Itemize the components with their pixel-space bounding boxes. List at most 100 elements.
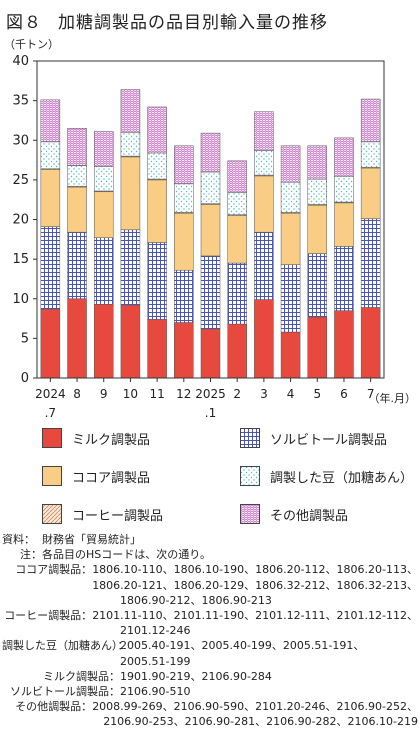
legend-swatch-sorbitol — [240, 428, 260, 448]
bar-segment — [93, 304, 114, 379]
x-tick-label: 4 — [287, 387, 295, 401]
x-tick-label: 5 — [313, 387, 321, 401]
bar-segment — [200, 255, 221, 330]
bar-segment — [67, 186, 87, 233]
bar-segment — [93, 237, 114, 305]
x-tick-label: 2 — [233, 387, 241, 401]
hs-code-item-label: ソルビトール調製品： — [10, 685, 120, 699]
bar-segment — [40, 308, 61, 379]
bar-segment — [200, 132, 221, 173]
bar-segment — [93, 131, 114, 167]
hs-code-item-label — [2, 654, 120, 669]
x-tick-label: 8 — [73, 387, 81, 401]
legend-label-other: その他調製品 — [270, 508, 349, 524]
legend-label-cocoa: ココア調製品 — [72, 470, 151, 486]
bar-segment — [280, 182, 301, 213]
bar-segment — [254, 175, 274, 233]
bar-segment — [307, 145, 328, 180]
hs-code-item-label: ミルク調製品： — [43, 669, 120, 683]
bar-segment — [120, 304, 141, 379]
bar-segment — [360, 218, 381, 308]
hs-code-values: 2005.51-199 — [120, 654, 191, 668]
bar-segment — [280, 212, 301, 265]
bar-segment — [360, 98, 381, 143]
title-text: 加糖調製品の品目別輸入量の推移 — [58, 13, 328, 33]
hs-code-row: その他調製品： 2008.99-269、2106.90-590、2101.20-2… — [2, 699, 418, 714]
bar-segment — [120, 156, 141, 231]
hs-code-values: 2101.11-110、2101.11-190、2101.12-111、2101… — [92, 609, 418, 623]
legend-swatch-beans — [240, 466, 260, 486]
bar-segment — [227, 323, 247, 379]
bar-segment — [227, 262, 247, 325]
hs-code-item-label — [2, 578, 92, 593]
bar-segment — [120, 229, 141, 306]
x-tick-label: 2024 — [35, 387, 66, 401]
notes-section: 資料： 財務省「貿易統計」 注： 各品目のHSコードは、次の通り。 ココア調製品… — [2, 532, 418, 730]
x-tick-label: 3 — [260, 387, 268, 401]
bar-segment — [147, 179, 167, 243]
bar-segment — [254, 231, 274, 300]
hs-code-values: 2005.40-191、2005.40-199、2005.51-191、 — [120, 639, 365, 653]
bar-segment — [174, 322, 194, 379]
bar-segment — [147, 152, 167, 180]
hs-code-item-label — [2, 714, 103, 729]
bar-segment — [174, 145, 194, 185]
bar-segment — [334, 246, 354, 311]
bar-segment — [147, 106, 167, 154]
hs-code-values: 2106.90-253、2106.90-281、2106.90-282、2106… — [103, 715, 418, 729]
bar-segment — [307, 204, 328, 254]
hs-code-row: 1806.20-121、1806.20-129、1806.32-212、1806… — [2, 578, 418, 593]
bar-segment — [174, 183, 194, 213]
x-tick-label: 12 — [176, 387, 191, 401]
bar-segment — [360, 141, 381, 168]
legend: ミルク調製品 ソルビトール調製品 ココア調製品 調製した豆（加糖あん） コーヒー… — [0, 418, 420, 538]
hs-code-values: 2008.99-269、2106.90-590、2101.20-246、2106… — [92, 700, 418, 714]
hs-code-values: 1806.90-212、1806.90-213 — [120, 593, 272, 607]
hs-code-values: 1806.20-121、1806.20-129、1806.32-212、1806… — [92, 578, 418, 592]
bar-segment — [334, 176, 354, 203]
legend-swatch-cocoa — [42, 466, 62, 486]
bar-segment — [280, 264, 301, 333]
bar-segment — [360, 167, 381, 219]
legend-label-beans: 調製した豆（加糖あん） — [270, 470, 414, 486]
legend-swatch-milk — [42, 428, 62, 448]
legend-label-milk: ミルク調製品 — [72, 432, 151, 448]
bar-segment — [147, 319, 167, 379]
y-tick-label: 15 — [12, 252, 29, 267]
figure-number: 図８ — [6, 13, 42, 33]
bar-segment — [174, 212, 194, 271]
bar-segment — [120, 132, 141, 157]
y-tick-label: 35 — [12, 94, 29, 109]
legend-label-coffee: コーヒー調製品 — [72, 508, 164, 524]
hs-code-item-label — [2, 623, 120, 638]
y-tick-label: 5 — [21, 331, 29, 346]
legend-item-beans: 調製した豆（加糖あん） — [240, 466, 413, 486]
bar-segment — [254, 150, 274, 176]
bar-segment — [120, 89, 141, 133]
bar-segment — [227, 215, 247, 264]
bar-segment — [93, 191, 114, 238]
bar-segment — [254, 111, 274, 151]
note-label: 注： — [20, 548, 42, 562]
bar-segment — [334, 310, 354, 379]
x-tick-label: 7 — [367, 387, 375, 401]
bar-segment — [307, 178, 328, 205]
hs-code-row: ミルク調製品： 1901.90-219、2106.90-284 — [2, 669, 418, 684]
hs-code-row: 2005.51-199 — [2, 654, 418, 669]
hs-code-row: 1806.90-212、1806.90-213 — [2, 593, 418, 608]
legend-item-milk: ミルク調製品 — [42, 428, 150, 448]
hs-code-row: 2106.90-253、2106.90-281、2106.90-282、2106… — [2, 714, 418, 729]
hs-code-item-label: ココア調製品： — [15, 563, 93, 577]
legend-swatch-coffee — [42, 504, 62, 524]
x-tick-label: 2025 — [195, 387, 226, 401]
bar-segment — [40, 141, 61, 170]
bar-segment — [227, 160, 247, 193]
bar-segment — [280, 331, 301, 379]
hs-code-list: ココア調製品： 1806.10-110、1806.10-190、1806.20-1… — [2, 562, 418, 729]
bar-segment — [174, 269, 194, 323]
x-tick-label: 9 — [100, 387, 108, 401]
x-tick-sublabel: .7 — [45, 406, 56, 420]
bar-segment — [147, 242, 167, 320]
x-tick-label: 10 — [123, 387, 138, 401]
